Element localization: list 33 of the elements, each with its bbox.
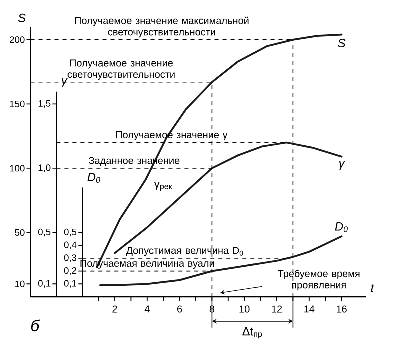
y2-tick-label: 0,1 (38, 280, 51, 288)
y3-axis-title: D$_{0}$ (88, 173, 100, 183)
y-tick-label: 10 (15, 280, 25, 288)
y3-tick-label: 0,4 (64, 242, 77, 250)
series-label: S (338, 39, 346, 48)
x-axis-title: t (371, 284, 375, 292)
y2-tick-label: 0,5 (38, 228, 51, 237)
annotation: γ$_{рек}$ (154, 182, 172, 191)
x-tick-label: 16 (336, 306, 347, 313)
text: Δt$_{пр}$ (242, 327, 262, 339)
x-tick-label: 2 (112, 306, 118, 313)
y3-tick-label: 0,2 (64, 267, 77, 276)
y3-tick-label: 0,1 (64, 280, 77, 288)
y-tick-label: 100 (10, 165, 25, 172)
y-axis-title: S (18, 14, 26, 22)
ref-line-label: Допустимая величина D$_{0}$ (126, 247, 244, 256)
x-tick-label: 6 (178, 306, 182, 313)
x-tick-label: 14 (304, 306, 315, 313)
y3-tick-label: 0,5 (64, 228, 77, 237)
x-tick-label: 10 (240, 306, 250, 313)
y-tick-label: 50 (15, 229, 25, 236)
series-label: D$_{0}$ (335, 222, 348, 232)
x-tick-label: 4 (144, 306, 150, 313)
y3-tick-label: 0,3 (64, 254, 77, 262)
text: б (31, 320, 40, 332)
ref-line-label: Получаемое значение светочувствительности (68, 60, 175, 80)
series-label: γ (339, 161, 346, 170)
y-tick-label: 150 (10, 100, 25, 108)
y2-tick-label: 1,0 (38, 164, 51, 172)
ref-line-label: Получаемое значение максимальной светочувствительности (75, 16, 249, 38)
y2-tick-label: 1,5 (38, 100, 51, 108)
x-tick-label: 12 (272, 306, 282, 313)
y-tick-label: 200 (10, 36, 25, 44)
